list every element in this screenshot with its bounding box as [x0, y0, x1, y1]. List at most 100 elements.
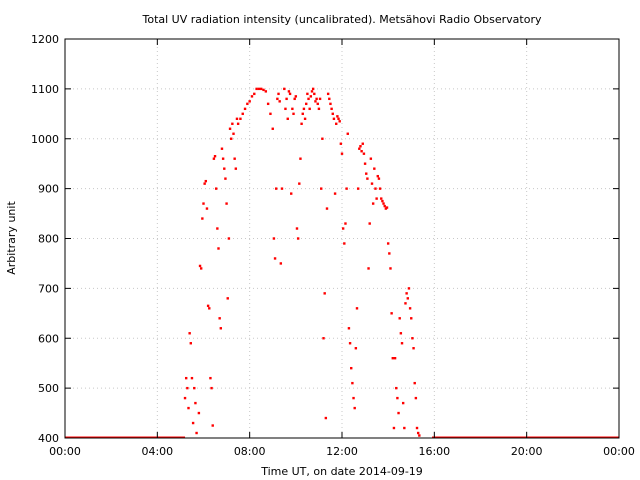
- data-point: [269, 112, 272, 116]
- x-tick-label: 04:00: [141, 445, 173, 458]
- data-point: [199, 267, 203, 270]
- x-tick-label: 16:00: [418, 445, 450, 458]
- data-point: [333, 192, 337, 195]
- data-point: [288, 92, 292, 96]
- data-point: [307, 97, 310, 101]
- data-point: [391, 357, 394, 360]
- data-point: [338, 120, 341, 123]
- data-point: [285, 97, 288, 101]
- data-point: [299, 157, 302, 160]
- data-point: [371, 202, 375, 205]
- x-tick-label: 08:00: [234, 445, 266, 458]
- data-point: [255, 87, 258, 91]
- y-tick-label: 1200: [31, 33, 59, 46]
- data-point: [208, 307, 211, 310]
- data-point: [250, 95, 254, 98]
- data-point: [413, 381, 416, 385]
- grid: [65, 39, 619, 438]
- data-point: [286, 117, 289, 120]
- data-point: [225, 202, 228, 205]
- data-point: [210, 386, 213, 390]
- data-point: [376, 174, 379, 178]
- data-point: [293, 97, 296, 101]
- data-point: [388, 252, 391, 255]
- data-point: [408, 307, 412, 310]
- x-tick-label: 12:00: [326, 445, 358, 458]
- data-point: [346, 132, 349, 135]
- data-point: [351, 381, 354, 385]
- data-point: [272, 237, 276, 240]
- data-point: [230, 137, 233, 140]
- data-point: [266, 102, 270, 106]
- data-point: [339, 142, 343, 145]
- data-point: [377, 177, 381, 180]
- data-point: [223, 167, 226, 170]
- data-point: [411, 337, 414, 340]
- data-point: [385, 206, 389, 209]
- data-point: [303, 117, 307, 120]
- data-point: [216, 227, 219, 230]
- data-point: [322, 337, 325, 340]
- data-point: [403, 426, 406, 430]
- data-point: [320, 187, 323, 190]
- data-point: [414, 396, 418, 400]
- data-point: [370, 182, 374, 185]
- data-point: [271, 127, 274, 130]
- data-point: [366, 177, 369, 180]
- data-point: [204, 179, 208, 183]
- data-point: [218, 317, 221, 320]
- data-point: [309, 95, 313, 98]
- y-tick-label: 1100: [31, 83, 59, 96]
- data-point: [369, 157, 373, 160]
- data-point: [412, 347, 415, 350]
- data-point: [201, 217, 204, 220]
- data-point: [324, 416, 328, 420]
- data-point: [325, 207, 329, 210]
- data-point: [235, 117, 239, 120]
- data-point: [329, 102, 332, 106]
- data-point: [300, 122, 303, 125]
- data-point: [276, 97, 279, 101]
- data-point: [332, 117, 336, 120]
- data-point: [224, 177, 227, 180]
- y-tick-label: 1000: [31, 133, 59, 146]
- data-point: [298, 182, 301, 185]
- data-point: [321, 137, 324, 140]
- x-tick-label: 20:00: [511, 445, 543, 458]
- data-point: [344, 222, 347, 225]
- data-point: [228, 127, 232, 130]
- data-point: [236, 122, 240, 125]
- data-point: [336, 115, 339, 118]
- y-tick-label: 600: [38, 332, 59, 345]
- data-point: [202, 202, 205, 205]
- data-point: [219, 327, 223, 330]
- data-point: [397, 411, 400, 415]
- data-point: [363, 162, 367, 165]
- data-point: [405, 292, 408, 295]
- data-point: [386, 242, 390, 245]
- y-axis-label: Arbitrary unit: [5, 201, 18, 275]
- data-point: [248, 100, 251, 103]
- data-point: [203, 182, 206, 185]
- data-point: [390, 312, 393, 315]
- data-point: [257, 87, 261, 91]
- data-point: [233, 157, 236, 160]
- x-axis-label: Time UT, on date 2014-09-19: [260, 465, 423, 478]
- data-point: [406, 297, 409, 300]
- data-point: [227, 237, 231, 240]
- data-point: [246, 102, 249, 106]
- chart-title: Total UV radiation intensity (uncalibrat…: [142, 13, 542, 26]
- data-point: [323, 292, 326, 295]
- data-point: [313, 92, 316, 96]
- data-point: [262, 88, 265, 92]
- ticks: [64, 38, 620, 439]
- data-point: [373, 167, 376, 170]
- data-point: [361, 142, 364, 145]
- data-point: [343, 242, 346, 245]
- data-point: [191, 421, 195, 425]
- data-point: [383, 204, 386, 208]
- data-point: [243, 107, 247, 111]
- data-point: [290, 192, 293, 195]
- data-point: [284, 107, 287, 111]
